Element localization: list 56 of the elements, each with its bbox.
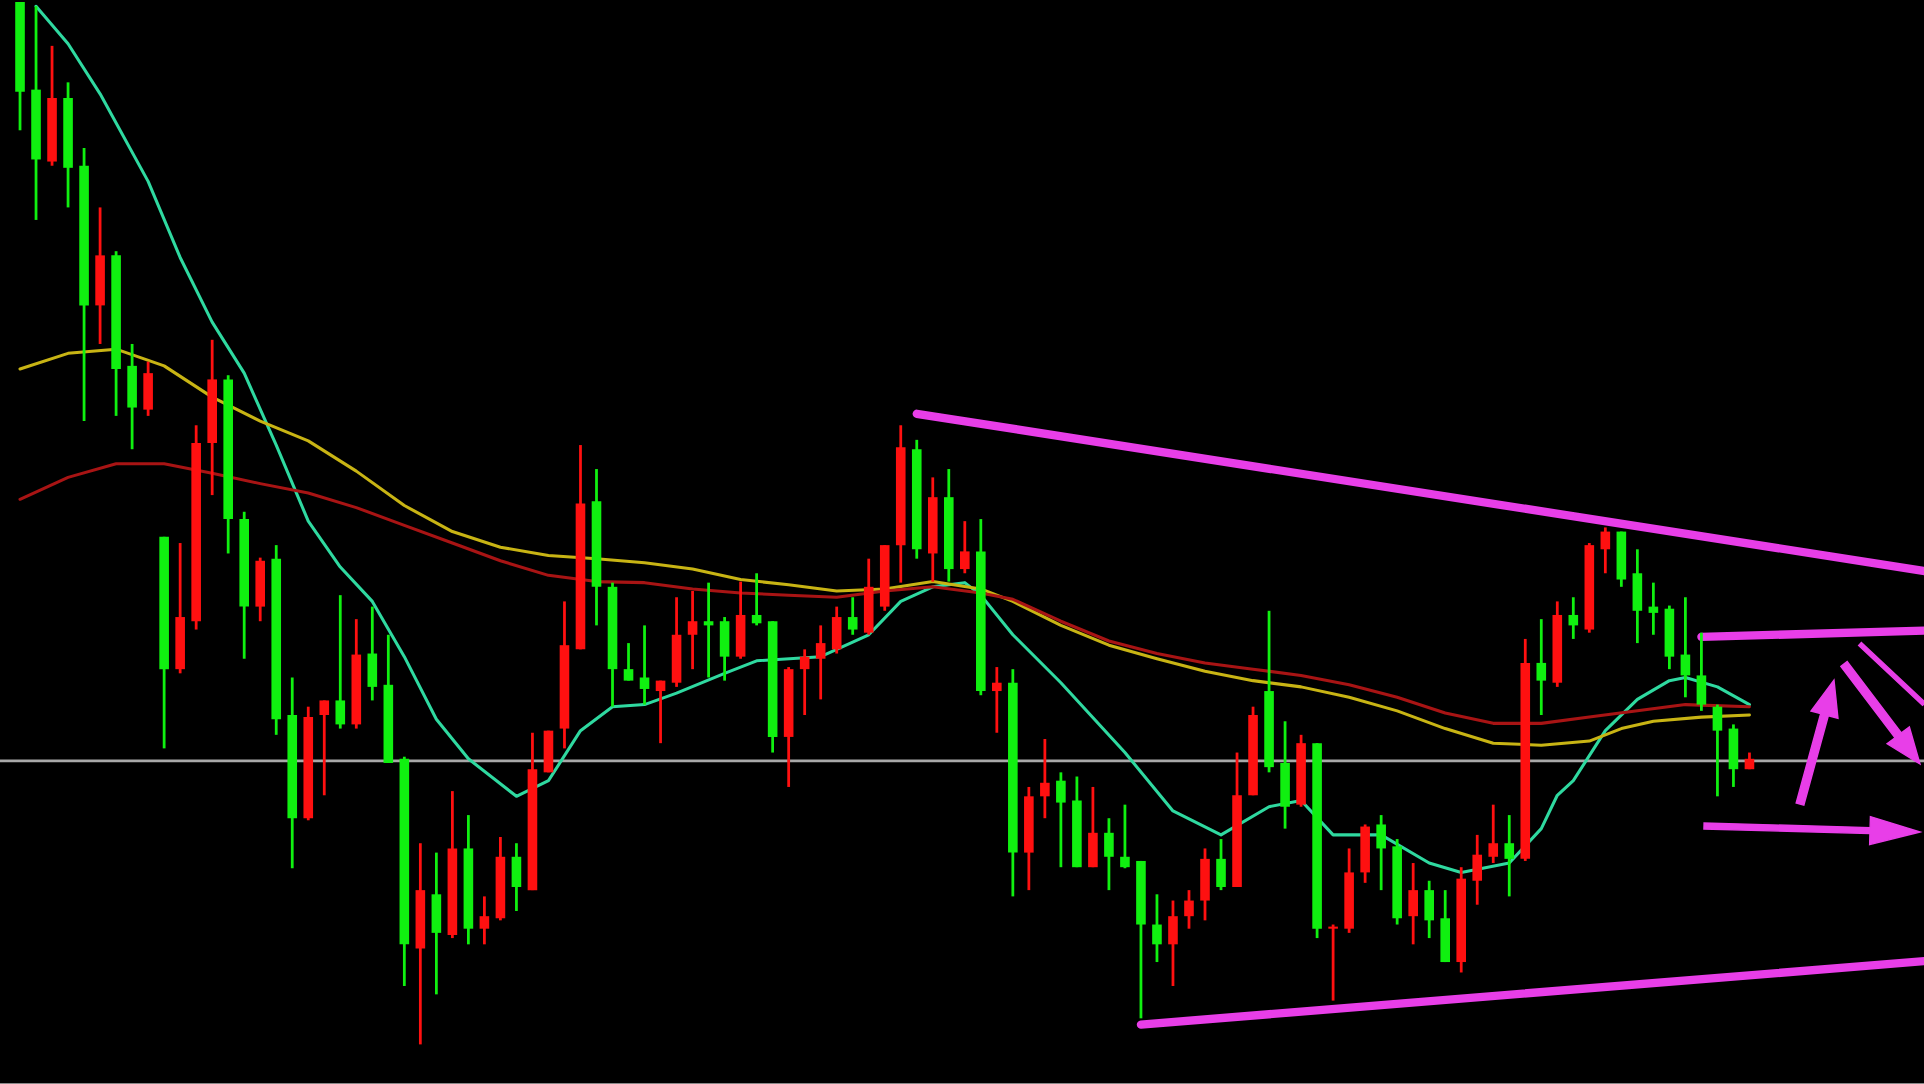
candlestick xyxy=(1696,631,1707,713)
candlestick xyxy=(127,342,137,451)
candlestick xyxy=(687,589,698,671)
candlestick xyxy=(1360,823,1370,885)
candlestick xyxy=(831,605,842,655)
candlestick xyxy=(1104,816,1114,892)
candlestick xyxy=(335,593,346,730)
candlestick xyxy=(1120,803,1130,870)
candlestick xyxy=(1152,892,1162,964)
candlestick xyxy=(815,623,826,701)
candlestick xyxy=(1504,813,1515,898)
candlestick xyxy=(799,647,810,717)
candlestick xyxy=(735,580,746,661)
candlestick xyxy=(367,605,378,702)
candlestick xyxy=(1328,923,1338,1003)
candlestick xyxy=(671,595,682,689)
candlestick xyxy=(1168,899,1178,988)
candlestick xyxy=(992,665,1002,735)
candlestick xyxy=(1536,617,1547,717)
candlestick xyxy=(703,581,714,679)
candlestick xyxy=(1568,595,1579,641)
candlestick xyxy=(511,841,522,913)
candlestick xyxy=(1632,547,1643,645)
candlestick xyxy=(623,641,634,683)
candlestick xyxy=(1408,861,1418,946)
candlestick xyxy=(1472,833,1483,907)
candlestick xyxy=(319,699,330,797)
candlestick xyxy=(1440,888,1451,964)
candlestick xyxy=(1664,604,1675,671)
candlestick xyxy=(1184,888,1194,931)
candlestick xyxy=(1680,595,1691,699)
candlestick xyxy=(1216,837,1226,892)
candlestick xyxy=(1280,719,1290,831)
candlestick xyxy=(960,519,970,575)
candlestick xyxy=(1424,879,1434,940)
candlestick xyxy=(255,556,266,623)
candlestick xyxy=(639,623,650,706)
candlestick xyxy=(863,557,874,637)
candlestick xyxy=(655,679,666,745)
candlestick xyxy=(1712,703,1723,798)
candlestick xyxy=(1200,847,1210,922)
candlestick xyxy=(1056,770,1066,869)
candlestick xyxy=(1600,526,1611,575)
candlestick xyxy=(1648,581,1659,637)
candlestick xyxy=(143,360,153,418)
candlestick xyxy=(847,595,858,637)
candlestick xyxy=(479,894,490,946)
candlestick xyxy=(1616,530,1627,589)
candlestick xyxy=(431,851,442,996)
candlestick xyxy=(1376,813,1386,892)
candlestick xyxy=(751,571,762,627)
candlestick xyxy=(1488,803,1499,865)
candlestick xyxy=(1088,785,1098,869)
candlestick xyxy=(1040,737,1050,820)
candlestick xyxy=(719,615,730,683)
candlestick xyxy=(1728,723,1739,789)
